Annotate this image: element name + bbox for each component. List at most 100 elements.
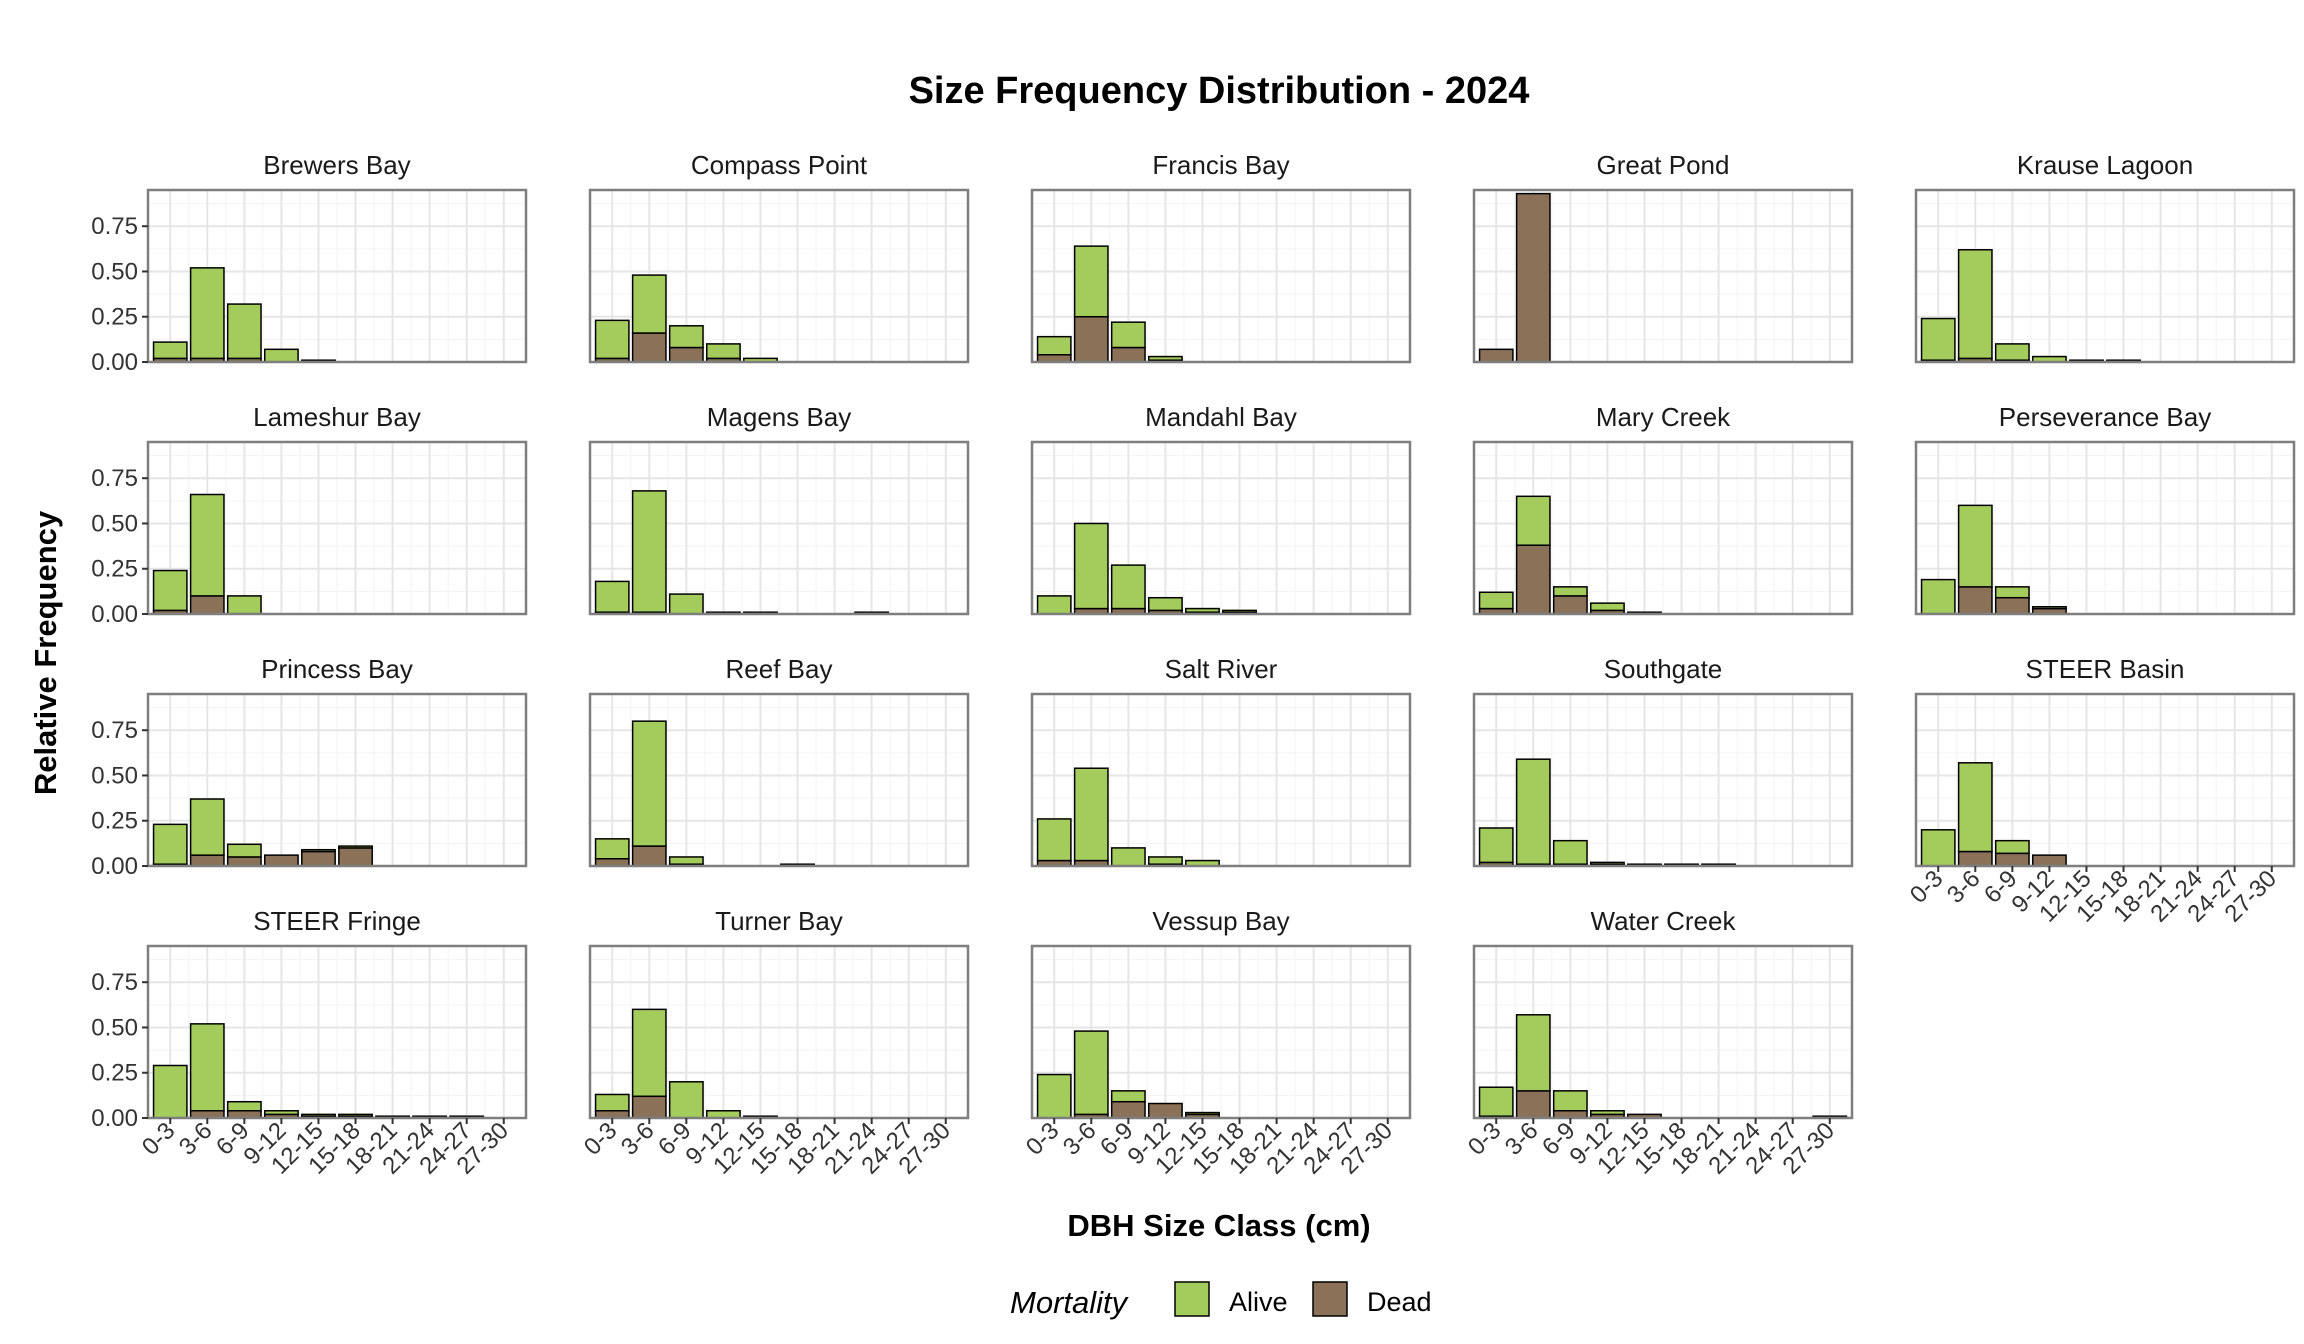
y-tick-label: 0.75 — [91, 213, 138, 240]
bar-alive — [1147, 596, 1183, 612]
bar-alive — [226, 843, 262, 858]
bar-alive — [594, 319, 630, 360]
facet-panel: Vessup Bay0-33-66-99-1212-1515-1818-2121… — [1021, 906, 1412, 1180]
y-tick-label: 0.25 — [91, 808, 138, 835]
panel-border — [1914, 440, 2296, 616]
panel-border — [588, 440, 970, 616]
bar-dead — [1994, 596, 2030, 615]
chart-title: Size Frequency Distribution - 2024 — [909, 70, 1530, 112]
bar-alive — [1552, 1090, 1588, 1112]
x-tick-label: 0-3 — [1021, 1117, 1065, 1161]
bar-alive — [1552, 839, 1588, 865]
bar-alive — [1994, 343, 2030, 361]
legend-key-alive — [1174, 1281, 1210, 1317]
x-tick-label: 3-6 — [1942, 865, 1986, 909]
bar-alive — [1478, 591, 1514, 610]
bar-dead — [263, 854, 299, 867]
bar-alive — [1147, 355, 1183, 361]
bar-alive — [1110, 321, 1146, 349]
panel-border — [1472, 188, 1854, 364]
bar-dead — [1515, 544, 1551, 615]
y-tick-label: 0.25 — [91, 556, 138, 583]
bar-alive — [1515, 758, 1551, 865]
bar-alive — [668, 593, 704, 615]
bar-alive — [1515, 1014, 1551, 1092]
facet-panel: Princess Bay 0.00 0.25 0.50 0.75 — [91, 654, 528, 880]
bar-alive — [152, 341, 188, 360]
bar-dead — [1073, 315, 1109, 363]
facet-panels: Brewers Bay 0.00 0.25 0.50 0.75 Compass Point… — [91, 150, 2296, 1180]
bar-alive — [1147, 856, 1183, 865]
bar-alive — [189, 493, 225, 597]
y-tick-label: 0.75 — [91, 717, 138, 744]
bar-alive — [152, 569, 188, 612]
bar-dead — [631, 1095, 667, 1119]
bar-alive — [301, 848, 336, 853]
bar-alive — [1036, 818, 1072, 862]
panel-border — [588, 692, 970, 868]
x-tick-label: 3-6 — [174, 1117, 218, 1161]
y-tick-label: 0.50 — [91, 258, 138, 285]
panel-strip-label: Compass Point — [691, 150, 868, 180]
bar-alive — [226, 303, 262, 360]
bar-dead — [668, 346, 704, 363]
bar-alive — [1185, 607, 1220, 613]
bar-alive — [338, 1113, 373, 1117]
panel-border — [1030, 188, 1412, 364]
panel-border — [146, 692, 528, 868]
panel-strip-label: Princess Bay — [261, 654, 413, 684]
y-tick-label: 0.00 — [91, 853, 138, 880]
y-tick-label: 0.75 — [91, 465, 138, 492]
bar-dead — [631, 332, 667, 363]
bar-alive — [594, 838, 630, 860]
y-tick-label: 0.50 — [91, 1014, 138, 1041]
bar-dead — [226, 856, 262, 867]
facet-panel: Perseverance Bay — [1914, 402, 2296, 616]
bar-alive — [301, 1113, 336, 1117]
bar-alive — [631, 1008, 667, 1098]
bar-alive — [1589, 602, 1625, 612]
bar-alive — [631, 490, 667, 613]
facet-panel: Turner Bay0-33-66-99-1212-1515-1818-2121… — [579, 906, 970, 1180]
y-axis-title: Relative Frequency — [28, 510, 63, 795]
legend-title: Mortality — [1010, 1285, 1130, 1320]
bar-alive — [1110, 1090, 1146, 1103]
x-tick-label: 3-6 — [616, 1117, 660, 1161]
panel-strip-label: STEER Basin — [2026, 654, 2185, 684]
panel-strip-label: Southgate — [1604, 654, 1723, 684]
y-tick-label: 0.00 — [91, 601, 138, 628]
bar-alive — [189, 798, 225, 856]
facet-panel: Reef Bay — [588, 654, 970, 868]
bar-alive — [2031, 606, 2067, 610]
bar-alive — [263, 1110, 299, 1116]
bar-alive — [189, 267, 225, 360]
panel-border — [1472, 692, 1854, 868]
panel-strip-label: Brewers Bay — [263, 150, 410, 180]
y-tick-label: 0.25 — [91, 304, 138, 331]
bar-alive — [226, 595, 262, 615]
x-tick-label: 0-3 — [1905, 865, 1949, 909]
panel-strip-label: Salt River — [1165, 654, 1278, 684]
facet-panel: Water Creek0-33-66-99-1212-1515-1818-212… — [1463, 906, 1854, 1180]
bar-alive — [1920, 578, 1956, 615]
bar-alive — [668, 325, 704, 349]
bar-dead — [189, 854, 225, 867]
bar-alive — [1589, 1110, 1625, 1116]
y-tick-label: 0.50 — [91, 510, 138, 537]
x-axis-title: DBH Size Class (cm) — [1067, 1208, 1370, 1243]
legend-label-alive: Alive — [1229, 1287, 1288, 1317]
bar-alive — [668, 856, 704, 865]
y-tick-label: 0.25 — [91, 1060, 138, 1087]
bar-alive — [1589, 861, 1625, 865]
bar-alive — [263, 348, 299, 363]
bar-dead — [1147, 1102, 1183, 1119]
panel-strip-label: Krause Lagoon — [2017, 150, 2193, 180]
bar-alive — [338, 845, 373, 849]
y-tick-label: 0.75 — [91, 969, 138, 996]
x-tick-label: 0-3 — [579, 1117, 623, 1161]
y-tick-label: 0.50 — [91, 762, 138, 789]
bar-dead — [1957, 586, 1993, 615]
bar-dead — [1994, 852, 2030, 867]
panel-strip-label: Magens Bay — [707, 402, 852, 432]
